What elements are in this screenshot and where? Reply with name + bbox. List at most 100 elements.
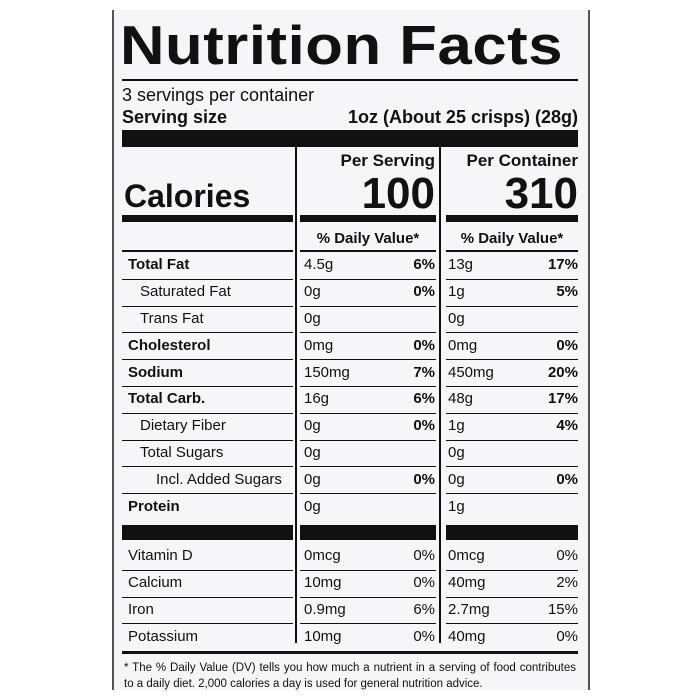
daily-value: 0%: [413, 336, 435, 354]
amount: 0.9mg: [304, 601, 346, 618]
column-rule: [295, 147, 297, 643]
rule: [446, 215, 578, 222]
rule: [446, 412, 578, 414]
rule: [122, 130, 578, 147]
nutrient-name: Cholesterol: [128, 336, 211, 354]
rule: [300, 493, 436, 495]
rule: [122, 596, 293, 598]
rule: [122, 79, 578, 81]
daily-value: 0%: [413, 283, 435, 301]
calories-value: 310: [504, 169, 578, 218]
amount: 40mg: [448, 574, 486, 592]
rule: [446, 569, 578, 571]
nutrient-name: Trans Fat: [140, 310, 204, 327]
daily-value: 0%: [556, 470, 578, 488]
nutrient-name: Dietary Fiber: [140, 417, 226, 435]
rule: [122, 569, 293, 571]
rule: [446, 439, 578, 441]
nutrient-name: Total Carb.: [128, 390, 206, 408]
amount: 2.7mg: [448, 601, 490, 618]
amount: 0g: [448, 310, 465, 327]
amount: 1g: [448, 497, 465, 515]
rule: [446, 466, 578, 468]
rule: [122, 651, 578, 655]
calories-value: 100: [361, 169, 435, 218]
serving-size-value: 1oz (About 25 crisps) (28g): [347, 107, 578, 127]
rule: [122, 215, 293, 222]
nutrient-name: Iron: [128, 601, 154, 618]
amount: 1g: [448, 283, 465, 301]
label-panel: [112, 10, 590, 690]
daily-value: 2%: [556, 574, 578, 592]
rule: [446, 493, 578, 495]
rule: [446, 250, 578, 252]
rule: [122, 332, 293, 334]
rule: [122, 359, 293, 361]
nutrient-name: Potassium: [128, 627, 199, 645]
amount: 0g: [304, 497, 321, 515]
amount: 0g: [304, 417, 321, 435]
rule: [300, 569, 436, 571]
daily-value: 20%: [547, 363, 578, 381]
rule: [446, 305, 578, 307]
daily-value: 0%: [413, 470, 435, 488]
rule: [122, 305, 293, 307]
rule: [446, 386, 578, 387]
daily-value: 6%: [413, 256, 435, 274]
daily-value: 0%: [556, 547, 578, 565]
rule: [300, 466, 436, 468]
rule: [122, 439, 293, 441]
rule: [122, 493, 293, 495]
calories-label: Calories: [124, 178, 251, 214]
daily-value: 4%: [556, 417, 578, 435]
amount: 0g: [304, 444, 321, 461]
daily-value: 15%: [547, 601, 578, 618]
rule: [300, 386, 436, 387]
nutrient-name: Total Sugars: [140, 444, 224, 461]
rule: [446, 359, 578, 361]
amount: 0g: [448, 444, 465, 461]
column-heading: Per Serving: [340, 151, 436, 170]
nutrient-name: Saturated Fat: [140, 283, 231, 301]
amount: 13g: [448, 256, 474, 274]
amount: 0g: [304, 310, 321, 327]
amount: 450mg: [448, 363, 494, 381]
daily-value: 0%: [413, 574, 435, 592]
amount: 1g: [448, 417, 465, 435]
rule: [122, 278, 293, 280]
rule: [446, 278, 578, 280]
daily-value: 6%: [413, 601, 435, 618]
daily-value: 7%: [413, 363, 435, 381]
rule: [300, 250, 436, 252]
daily-value: 0%: [413, 627, 435, 645]
dv-heading: % Daily Value*: [316, 230, 420, 247]
amount: 0mg: [448, 336, 478, 354]
rule: [122, 525, 293, 540]
nutrient-name: Sodium: [128, 363, 183, 381]
amount: 0g: [448, 470, 465, 488]
rule: [300, 359, 436, 361]
nutrient-name: Calcium: [128, 574, 183, 592]
rule: [300, 525, 436, 540]
daily-value: 0%: [413, 547, 435, 565]
rule: [446, 525, 578, 540]
amount: 10mg: [304, 627, 342, 645]
amount: 4.5g: [304, 256, 334, 274]
amount: 48g: [448, 390, 474, 408]
rule: [300, 623, 436, 625]
daily-value: 0%: [556, 336, 578, 354]
rule: [122, 623, 293, 625]
daily-value: 0%: [413, 417, 435, 435]
rule: [122, 386, 293, 387]
servings: 3 servings per container: [122, 85, 315, 105]
rule: [300, 596, 436, 598]
daily-value: 6%: [413, 390, 435, 408]
rule: [300, 332, 436, 334]
rule: [300, 412, 436, 414]
rule: [300, 305, 436, 307]
column-rule: [439, 147, 441, 643]
rule: [122, 412, 293, 414]
footnote: * The % Daily Value (DV) tells you how m…: [124, 662, 576, 691]
daily-value: 17%: [547, 256, 578, 274]
